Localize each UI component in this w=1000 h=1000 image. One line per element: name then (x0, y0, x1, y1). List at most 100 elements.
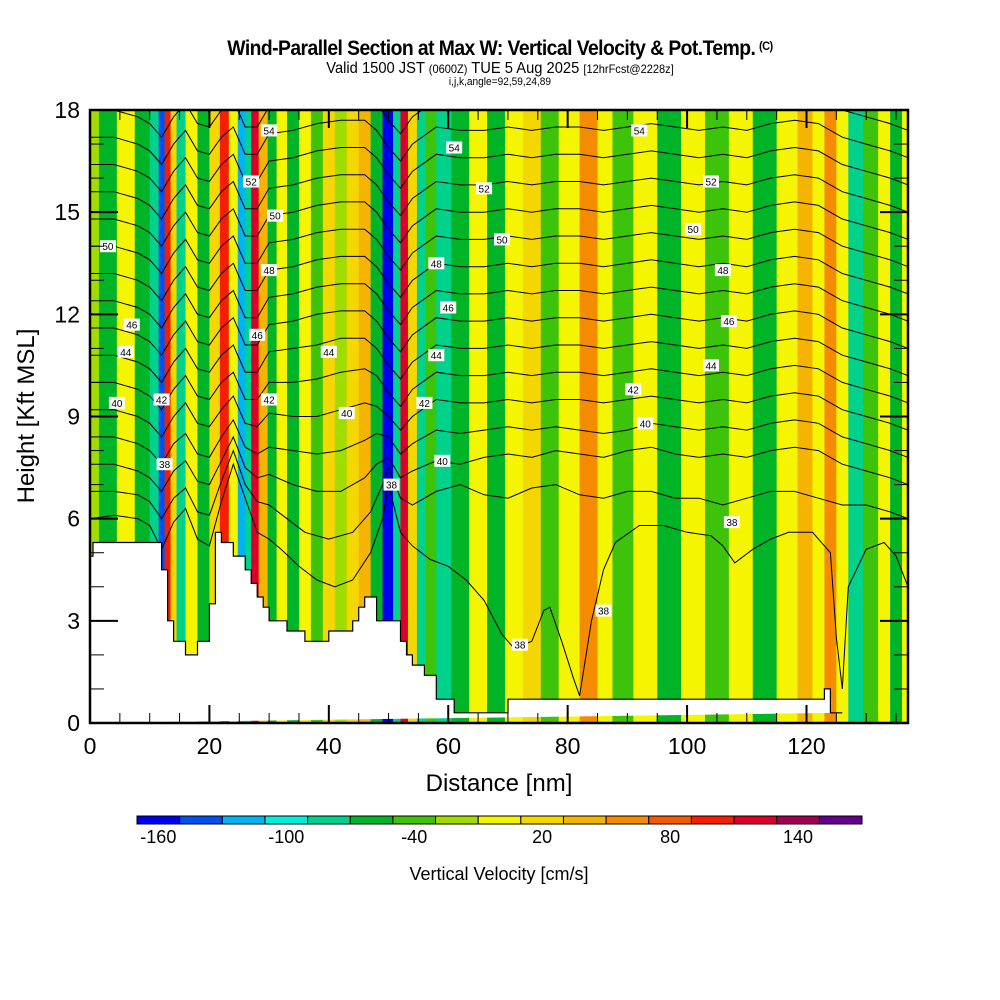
theta-contour-label: 54 (261, 124, 278, 137)
theta-contour-label: 52 (243, 175, 260, 189)
contour-label-background (434, 454, 451, 467)
colorbar-segment (307, 815, 351, 825)
colorbar (136, 815, 863, 825)
chart-subtitle: Valid 1500 JST (0600Z) TUE 5 Aug 2025 [1… (40, 60, 960, 78)
colorbar-tick-label: -100 (268, 827, 304, 847)
terrain (90, 531, 843, 723)
colorbar-tick-label: -40 (401, 827, 427, 847)
theta-contour-label: 44 (428, 349, 445, 362)
colorbar-segment (520, 815, 564, 825)
x-tick-labels: 0 20 40 60 80 100 120 (84, 733, 826, 759)
x-tick-label: 40 (316, 733, 342, 759)
x-tick-label: 80 (555, 733, 581, 759)
axis-ticks (89, 109, 908, 724)
colorbar-segment (733, 815, 778, 825)
contour-label-background (440, 301, 457, 314)
colorbar-tick-label: 20 (532, 827, 552, 847)
contour-label-text: 48 (431, 259, 443, 270)
theta-contour-label: 46 (123, 318, 140, 332)
valid-time-local: Valid 1500 JST (326, 60, 425, 77)
colorbar-tick-labels: -160 -100 -40 20 80 140 (140, 827, 813, 847)
velocity-band (633, 110, 658, 723)
theta-contour-label: 42 (261, 393, 278, 407)
contour-label-background (428, 349, 445, 362)
contour-label-background (153, 393, 170, 406)
contour-label-background (156, 458, 173, 471)
theta-contour-label: 42 (153, 393, 170, 407)
theta-contour-label: 38 (511, 638, 528, 652)
contour-label-background (446, 141, 463, 154)
velocity-band (176, 110, 187, 723)
x-tick-label: 100 (668, 733, 706, 759)
valid-date: TUE 5 Aug 2025 (471, 60, 580, 77)
contour-label-text: 42 (264, 396, 276, 407)
contour-label-text: 44 (705, 361, 717, 372)
theta-contour-label: 44 (703, 359, 719, 372)
velocity-band (209, 110, 221, 723)
contour-label-background (595, 604, 612, 617)
colorbar-segment (179, 815, 223, 825)
velocity-band (797, 110, 813, 723)
theta-contour-label: 38 (723, 516, 740, 529)
contour-label-text: 38 (514, 641, 526, 652)
theta-contour-label: 54 (631, 124, 648, 137)
velocity-band (370, 110, 384, 723)
theta-contour-line (90, 418, 908, 466)
contour-label-background (261, 124, 278, 137)
velocity-band (681, 110, 706, 723)
theta-contour-label: 38 (156, 458, 173, 471)
valid-time-utc: (0600Z) (428, 62, 468, 76)
contour-label-text: 52 (479, 184, 491, 195)
theta-contours (90, 110, 908, 696)
forecast-info: [12hrFcst@2228z] (583, 62, 674, 76)
theta-contour-label: 48 (714, 264, 731, 277)
velocity-band (752, 110, 778, 723)
x-axis-label: Distance [nm] (426, 770, 573, 797)
velocity-band (848, 110, 864, 723)
contour-label-text: 40 (437, 457, 449, 468)
velocity-band (836, 110, 849, 723)
velocity-band (258, 110, 269, 723)
velocity-band (400, 110, 409, 723)
contour-label-text: 50 (102, 242, 114, 253)
contour-label-text: 44 (120, 348, 132, 359)
contour-label-background (625, 383, 642, 396)
theta-contour-label: 46 (440, 301, 457, 315)
contour-label-text: 42 (419, 399, 431, 410)
colorbar-segment (264, 815, 309, 825)
theta-contour-label: 50 (99, 240, 116, 253)
contour-label-background (99, 240, 116, 253)
vertical-velocity-field (90, 110, 908, 723)
contour-label-text: 46 (126, 321, 138, 332)
contour-label-background (243, 175, 260, 188)
velocity-band (812, 110, 825, 723)
theta-contour-label: 52 (476, 182, 493, 195)
theta-contour-line (90, 283, 908, 329)
velocity-band (251, 110, 260, 723)
colorbar-segment (392, 815, 437, 825)
velocity-band (393, 110, 401, 723)
y-tick-label: 15 (54, 199, 80, 225)
theta-contour-line (90, 146, 908, 193)
y-tick-label: 3 (67, 608, 80, 634)
velocity-band (416, 110, 427, 723)
velocity-band (863, 110, 879, 723)
theta-contour-label: 54 (446, 141, 463, 155)
velocity-band (728, 110, 754, 723)
contour-label-text: 44 (323, 348, 335, 359)
contour-label-background (685, 223, 702, 236)
velocity-band (558, 110, 581, 723)
theta-contour-label: 38 (595, 604, 612, 618)
chart-title: Wind-Parallel Section at Max W: Vertical… (40, 37, 960, 61)
velocity-band (276, 110, 288, 723)
velocity-band (451, 110, 470, 723)
x-tick-label: 0 (84, 733, 97, 759)
contour-label-background (714, 264, 731, 277)
theta-contour-line (90, 462, 908, 696)
theta-contour-line (90, 392, 908, 438)
velocity-band (185, 110, 198, 723)
contour-label-text: 54 (634, 126, 646, 137)
contour-label-background (249, 328, 266, 341)
contour-label-background (123, 318, 140, 331)
